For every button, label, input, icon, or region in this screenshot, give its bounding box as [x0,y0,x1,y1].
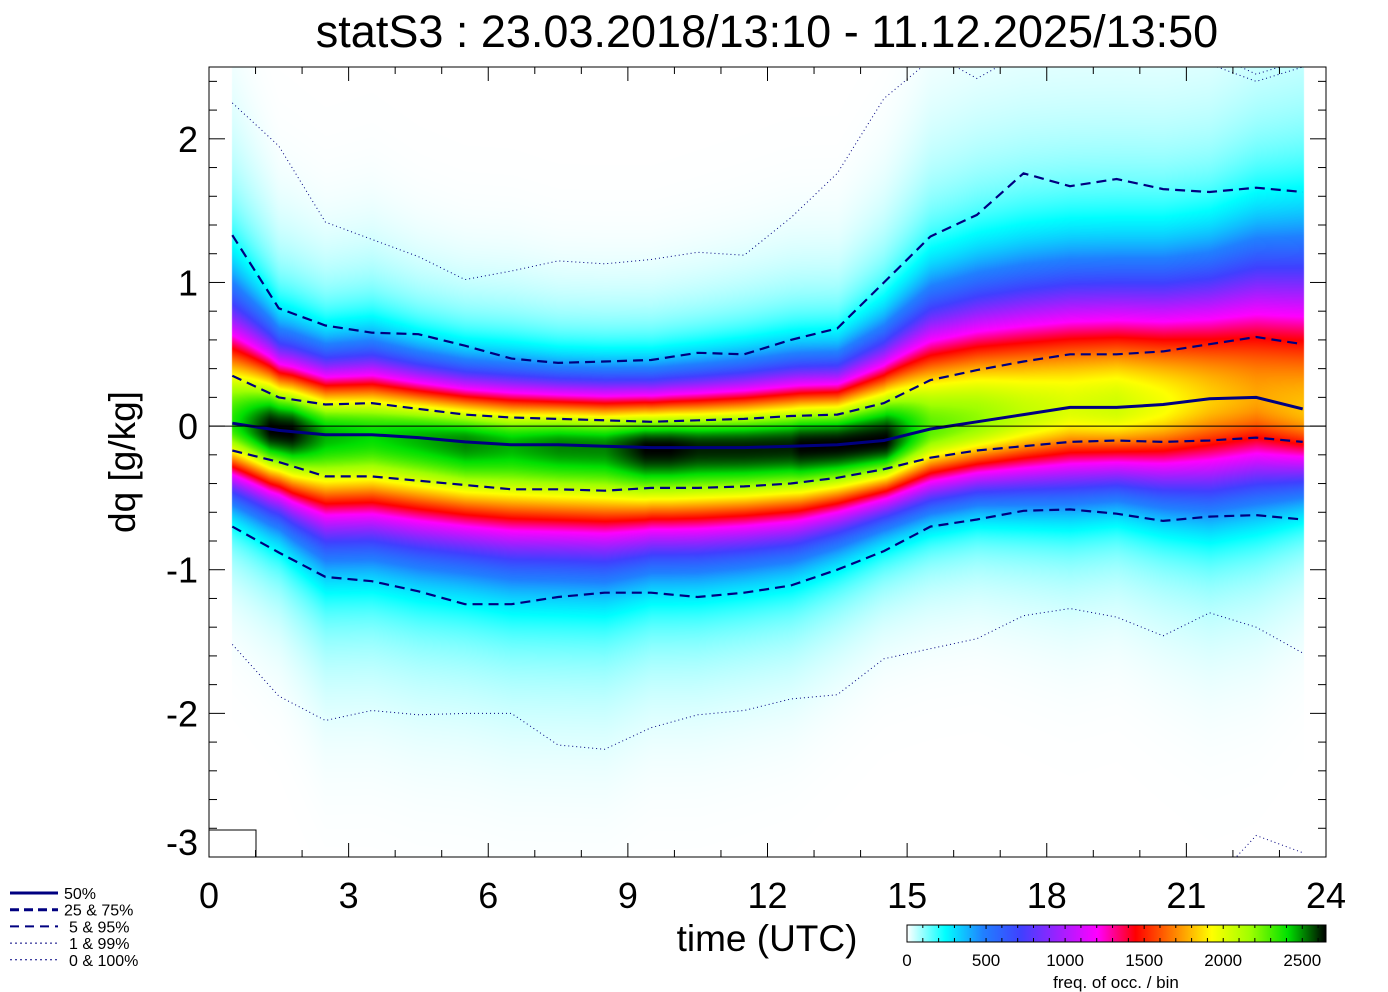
colorbar-tick-label: 2500 [1283,951,1321,970]
x-tick-label: 6 [478,875,498,916]
y-tick-label: 2 [178,119,198,160]
percentile-line-5pct [231,508,1303,606]
colorbar-tick-label: 1500 [1125,951,1163,970]
percentile-line-95pct [231,172,1303,365]
x-tick-label: 0 [199,875,219,916]
legend-label: 1 & 99% [69,936,129,953]
colorbar [906,924,1327,943]
legend-label: 0 & 100% [69,953,138,970]
x-axis-label: time (UTC) [677,918,858,959]
percentile-line-75pct [231,335,1303,423]
axis-ticks [208,67,1327,858]
percentile-line-0pct [1235,834,1303,857]
y-tick-label: 0 [178,406,198,447]
colorbar-ticks: 0 500 1000 1500 2000 2500 [902,925,1321,970]
colorbar-tick-label: 500 [972,951,1000,970]
x-tick-label: 12 [747,875,787,916]
x-tick-labels: 0 3 6 9 12 15 18 21 24 [199,875,1346,916]
x-tick-label: 15 [887,875,927,916]
y-tick-label: -1 [166,550,198,591]
y-tick-label: -2 [166,693,198,734]
chart-title: statS3 : 23.03.2018/13:10 - 11.12.2025/1… [316,6,1218,57]
colorbar-tick-label: 1000 [1046,951,1084,970]
plot-frame [208,66,1327,858]
percentile-line-50pct [232,395,1304,450]
x-tick-label: 18 [1027,875,1067,916]
y-tick-labels: -3 -2 -1 0 1 2 [166,119,198,863]
x-tick-label: 3 [339,875,359,916]
legend: 50%25 & 75%5 & 95%1 & 99%0 & 100% [10,886,138,970]
y-tick-label: -3 [166,822,198,863]
x-tick-label: 21 [1166,875,1206,916]
y-tick-label: 1 [178,262,198,303]
x-tick-label: 9 [618,875,638,916]
percentile-line-25pct [232,436,1303,492]
corner-box [208,829,257,858]
percentile-line-1pct [231,607,1303,750]
percentile-lines [231,67,1304,857]
percentile-line-100pct [955,67,1303,82]
legend-label: 5 & 95% [69,919,129,936]
x-tick-label: 24 [1306,875,1346,916]
colorbar-tick-label: 2000 [1204,951,1242,970]
y-axis-label: dq [g/kg] [102,391,143,533]
colorbar-tick-label: 0 [902,951,911,970]
legend-label: 25 & 75% [64,903,133,920]
colorbar-label: freq. of occ. / bin [1053,973,1179,992]
legend-label: 50% [64,886,96,903]
